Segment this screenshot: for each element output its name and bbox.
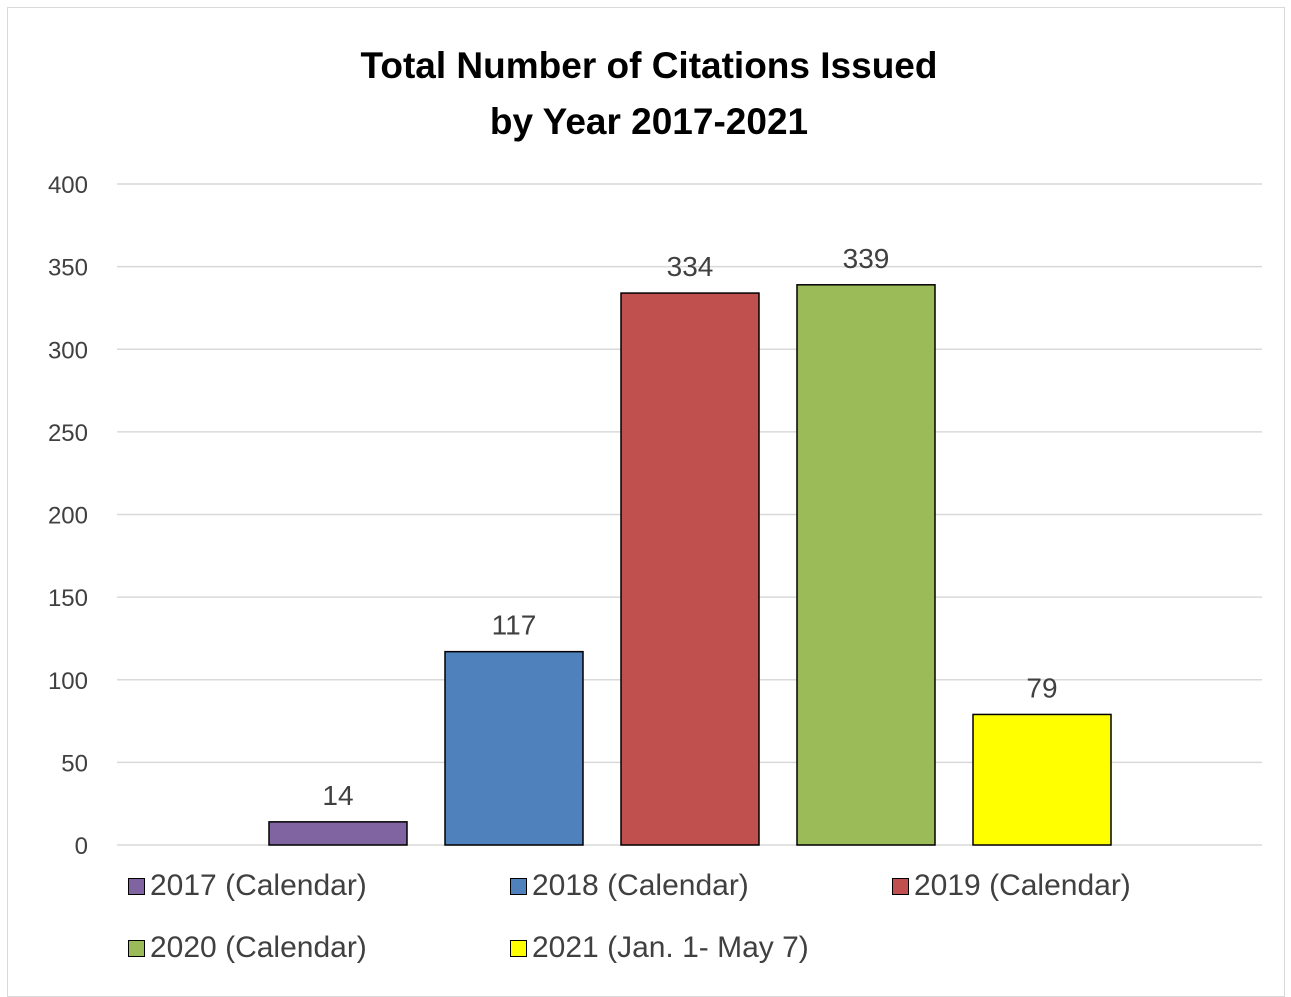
data-label-2: 117 [492,610,537,641]
bar-5 [972,713,1112,846]
chart-title-line-2: by Year 2017-2021 [489,101,809,142]
data-labels: 14 117 334 339 79 [322,243,1057,811]
y-tick-label-0: 0 [75,833,88,860]
bar-3 [620,292,760,846]
bars [268,284,1112,846]
y-tick-label-350: 350 [48,255,88,282]
legend-label-2018: 2018 (Calendar) [532,869,749,902]
legend-label-2017: 2017 (Calendar) [150,869,367,902]
y-tick-label-50: 50 [61,750,88,777]
y-tick-label-250: 250 [48,420,88,447]
legend-item-2019: 2019 (Calendar) [892,866,1131,906]
data-label-5: 79 [1026,672,1057,703]
data-label-3: 334 [667,251,714,282]
chart-title: Total Number of Citations Issued by Year… [0,38,1291,150]
y-tick-label-150: 150 [48,585,88,612]
legend-label-2019: 2019 (Calendar) [914,869,1131,902]
y-tick-label-400: 400 [48,172,88,199]
data-label-4: 339 [843,243,890,274]
legend-item-2018: 2018 (Calendar) [510,866,749,906]
legend-swatch-2017 [128,877,145,895]
data-label-1: 14 [322,780,353,811]
y-axis-ticks: 0 50 100 150 200 250 300 350 400 [48,172,88,860]
legend-item-2021: 2021 (Jan. 1- May 7) [510,928,809,968]
y-tick-label-300: 300 [48,337,88,364]
y-tick-label-100: 100 [48,668,88,695]
legend-item-2017: 2017 (Calendar) [128,866,367,906]
bar-2 [444,650,584,846]
bar-1 [268,821,408,846]
legend-swatch-2020 [128,939,145,957]
bar-4 [796,284,936,846]
legend-item-2020: 2020 (Calendar) [128,928,367,968]
legend-swatch-2019 [892,877,909,895]
legend-label-2021: 2021 (Jan. 1- May 7) [532,931,809,964]
legend-label-2020: 2020 (Calendar) [150,931,367,964]
legend-swatch-2021 [510,939,527,957]
legend-swatch-2018 [510,877,527,895]
y-tick-label-200: 200 [48,503,88,530]
chart-title-line-1: Total Number of Citations Issued [360,45,938,86]
